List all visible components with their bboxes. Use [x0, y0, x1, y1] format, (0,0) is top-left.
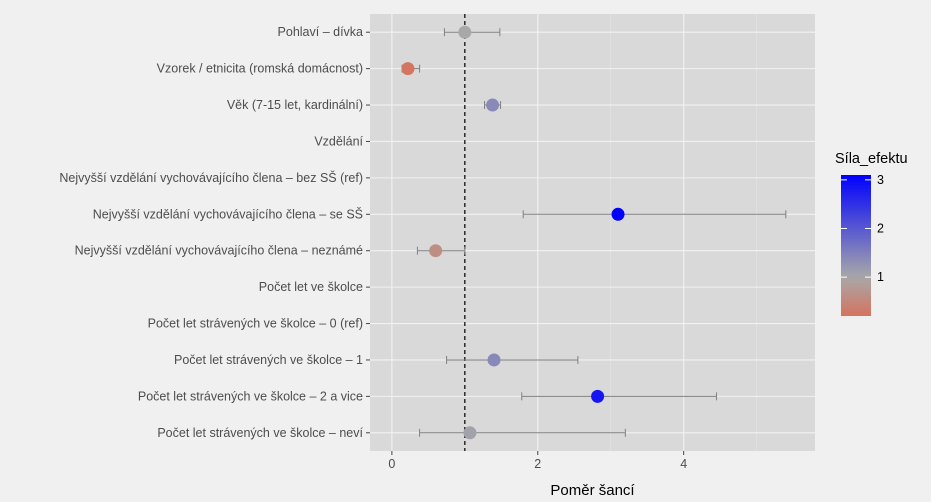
y-tick-label: Počet let strávených ve školce – neví	[157, 426, 363, 440]
legend-tick-label: 2	[877, 221, 884, 235]
y-tick-label: Nejvyšší vzdělání vychovávajícího člena …	[59, 170, 363, 185]
y-tick-label: Počet let strávených ve školce – 1	[174, 353, 363, 367]
y-tick-label: Počet let strávených ve školce – 0 (ref)	[148, 317, 363, 331]
data-point	[591, 389, 605, 403]
y-tick-label: Počet let ve školce	[259, 280, 363, 294]
y-tick-label: Vzdělání	[314, 134, 363, 148]
data-point	[463, 426, 477, 440]
y-tick-label: Nejvyšší vzdělání vychovávajícího člena …	[75, 244, 363, 258]
data-point	[401, 62, 415, 76]
y-tick-label: Počet let strávených ve školce – 2 a vic…	[138, 389, 363, 403]
y-tick-label: Věk (7-15 let, kardinální)	[227, 98, 363, 112]
plot-panel	[370, 14, 815, 451]
data-point	[458, 25, 472, 39]
data-point	[486, 98, 500, 112]
legend-tick-label: 1	[877, 270, 884, 284]
y-tick-label: Vzorek / etnicita (romská domácnost)	[157, 62, 363, 76]
data-point	[429, 244, 443, 258]
x-axis-title: Poměr šancí	[550, 482, 635, 497]
x-tick-label: 2	[534, 457, 541, 471]
y-tick-label: Pohlaví – dívka	[278, 25, 364, 39]
legend-tick-label: 3	[877, 173, 884, 187]
data-point	[611, 207, 625, 221]
x-tick-label: 4	[680, 457, 687, 471]
x-tick-label: 0	[388, 457, 395, 471]
legend-colorbar	[841, 175, 871, 316]
legend-title: Síla_efektu	[835, 151, 908, 167]
data-point	[487, 353, 501, 367]
y-tick-label: Nejvyšší vzdělání vychovávajícího člena …	[93, 206, 363, 221]
